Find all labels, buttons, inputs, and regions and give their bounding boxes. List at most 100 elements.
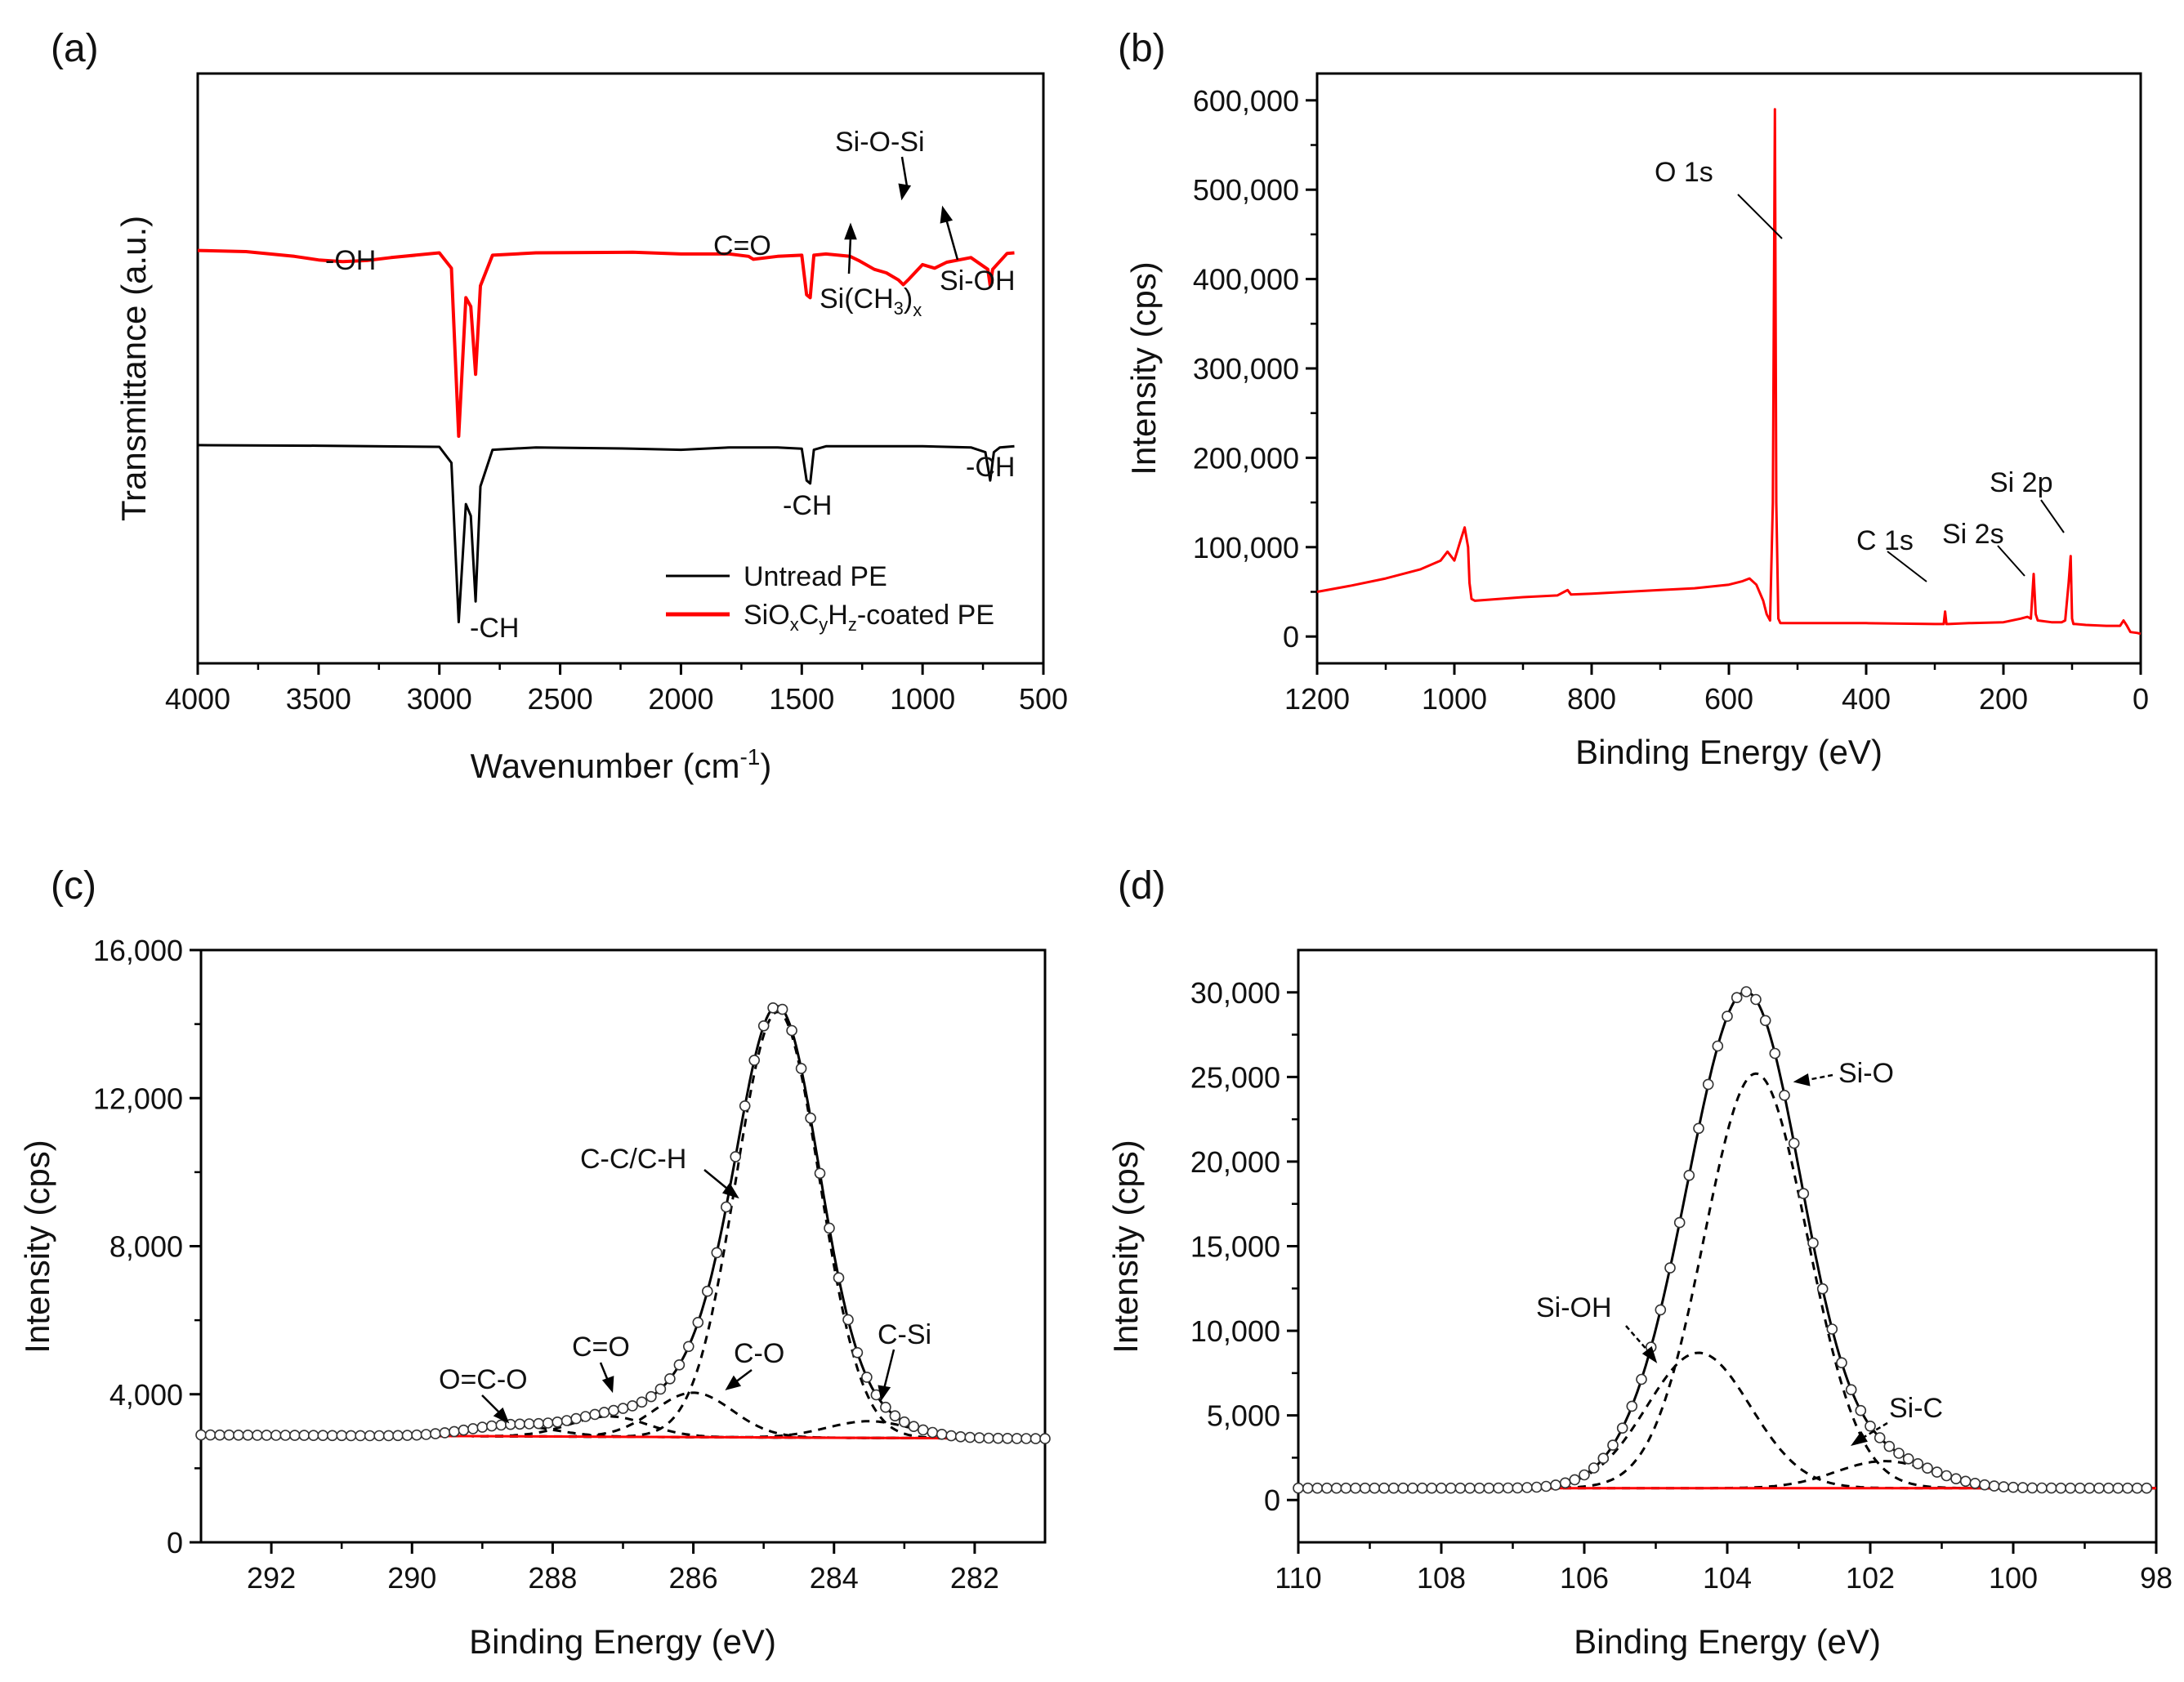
data-point [214, 1429, 226, 1441]
y-tick-label: 400,000 [1193, 263, 1299, 297]
data-point [1369, 1482, 1381, 1494]
data-point [589, 1408, 601, 1421]
data-point [336, 1430, 348, 1442]
data-point [636, 1396, 648, 1408]
data-point [570, 1412, 582, 1425]
panel-c-x-label: Binding Energy (eV) [469, 1622, 776, 1661]
data-point [1597, 1452, 1610, 1464]
data-point [833, 1272, 845, 1283]
annotation-ch-2: -CH [783, 490, 832, 521]
annotation-si-o-si: Si-O-Si [835, 127, 925, 158]
panel-b-y-label: Intensity (cps) [1124, 261, 1163, 475]
panel-a-x-label: Wavenumber (cm-1) [471, 744, 772, 785]
data-point [495, 1419, 507, 1431]
data-point [682, 1341, 695, 1353]
data-point [1988, 1480, 2000, 1492]
data-point [795, 1063, 807, 1074]
data-point [2112, 1482, 2124, 1494]
fit-component-c-c-c-h [201, 1011, 1045, 1440]
annotation-c1s: C 1s [1856, 525, 1914, 556]
annotation-si2s: Si 2s [1942, 519, 2004, 550]
data-point [252, 1430, 263, 1441]
annotation-c-si: C-Si [878, 1319, 931, 1350]
data-point [1473, 1482, 1485, 1494]
data-point [889, 1410, 901, 1421]
data-point [242, 1430, 254, 1441]
data-point [1807, 1237, 1819, 1249]
data-point [1779, 1090, 1790, 1101]
data-point [1950, 1473, 1962, 1484]
annotation-si2p: Si 2p [1990, 467, 2053, 498]
y-tick-label: 0 [167, 1526, 183, 1559]
data-point [1759, 1015, 1771, 1027]
annotation-co: C=O [713, 230, 771, 261]
x-tick-label: 290 [387, 1561, 436, 1595]
data-point [204, 1429, 217, 1441]
data-point [1959, 1475, 1972, 1488]
data-point [439, 1427, 451, 1439]
data-point [1387, 1482, 1400, 1494]
data-point [964, 1431, 976, 1443]
data-point [1865, 1421, 1876, 1432]
data-point [645, 1390, 657, 1403]
data-point [1530, 1481, 1543, 1493]
data-point [2017, 1482, 2029, 1493]
panel-b-leaders [1737, 194, 2065, 582]
x-tick-label: 1500 [769, 682, 834, 716]
data-point [552, 1417, 564, 1428]
x-tick-label: 98 [2140, 1561, 2173, 1595]
data-point [776, 1003, 788, 1015]
data-point [1311, 1482, 1324, 1494]
data-point [720, 1201, 732, 1213]
data-point [880, 1401, 891, 1413]
x-tick-label: 286 [669, 1561, 718, 1595]
data-point [1912, 1458, 1924, 1470]
panel-d-axes: 110 108 106 104 102 100 98 0 5,000 10,000 15,000 20… [1190, 976, 2173, 1595]
data-point [2026, 1482, 2039, 1494]
y-tick-label: 25,000 [1190, 1060, 1280, 1094]
data-point [1021, 1433, 1032, 1444]
data-point [711, 1247, 723, 1259]
data-point [1731, 992, 1743, 1003]
panel-c: (c) 292 290 288 286 284 282 0 4,000 8,000 12,000 1… [18, 864, 1051, 1661]
data-point [233, 1430, 244, 1441]
panel-b-axes: 1200 1000 800 600 400 200 0 0 100,000 200,000 300,… [1193, 84, 2149, 716]
data-point [1902, 1453, 1914, 1465]
panel-a-y-label: Transmittance (a.u.) [114, 216, 153, 521]
legend-label-untreated: Untread PE [744, 561, 887, 592]
x-tick-label: 282 [950, 1561, 999, 1595]
data-point [992, 1432, 1004, 1444]
y-tick-label: 300,000 [1193, 352, 1299, 386]
data-point [842, 1314, 854, 1326]
panel-c-plot [195, 1002, 1051, 1444]
y-tick-label: 4,000 [109, 1378, 183, 1412]
data-point [2008, 1481, 2019, 1493]
data-point [1293, 1482, 1304, 1494]
annotation-cc-ch: C-C/C-H [580, 1144, 686, 1175]
data-point [307, 1430, 319, 1441]
x-tick-label: 1000 [890, 682, 955, 716]
panel-a-legend: Untread PE SiOxCyHz-coated PE [666, 561, 994, 635]
x-tick-label: 0 [2133, 682, 2149, 716]
data-point [927, 1426, 939, 1439]
data-point [1579, 1469, 1590, 1481]
data-point [1798, 1188, 1810, 1199]
y-tick-label: 0 [1283, 620, 1299, 654]
data-point [485, 1420, 498, 1432]
data-point [1502, 1482, 1514, 1494]
data-point [1969, 1478, 1981, 1489]
data-point [270, 1430, 282, 1441]
data-point [767, 1002, 779, 1014]
x-tick-label: 108 [1417, 1561, 1466, 1595]
data-point [1998, 1481, 2010, 1492]
y-tick-label: 0 [1264, 1483, 1280, 1517]
panel-a-plot [197, 248, 1015, 623]
data-point [1874, 1432, 1886, 1443]
data-point [261, 1430, 273, 1441]
data-point [1029, 1433, 1042, 1444]
data-point [458, 1424, 470, 1436]
data-point [1340, 1482, 1352, 1494]
data-point [1722, 1011, 1733, 1022]
panel-c-label: (c) [51, 864, 96, 908]
data-point [1550, 1479, 1561, 1491]
